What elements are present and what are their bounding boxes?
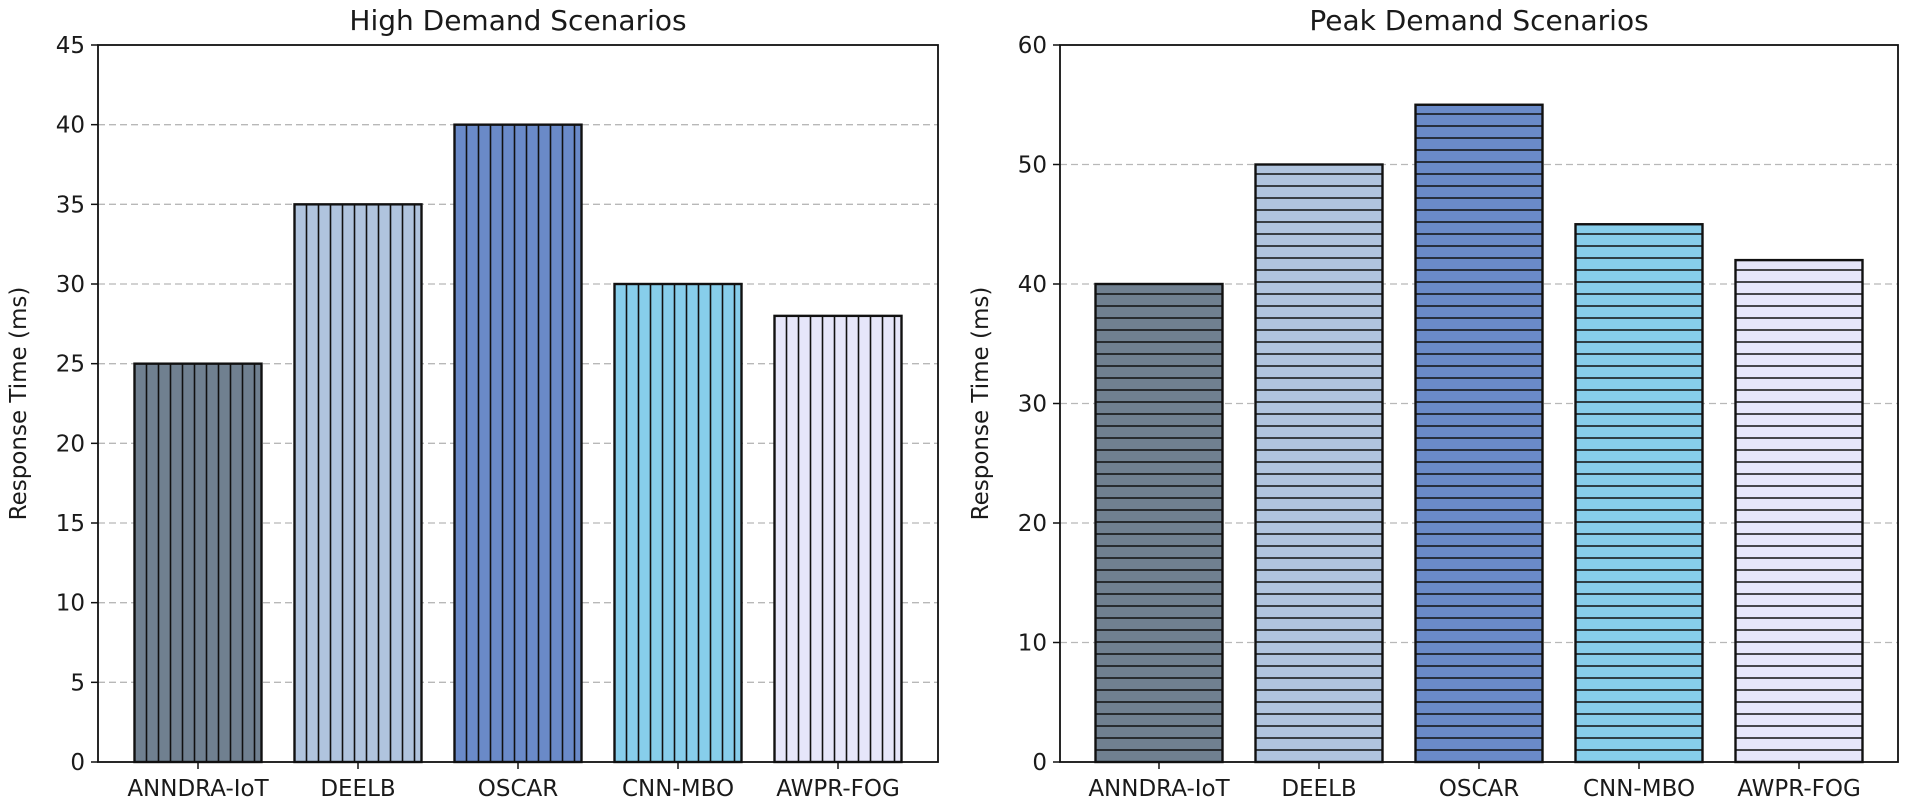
x-tick-label: OSCAR xyxy=(1439,776,1519,802)
bar-fill xyxy=(1415,104,1543,762)
y-tick-label: 10 xyxy=(56,591,85,617)
chart-panel-2: ANNDRA-IoT DEELB OSCAR CNN-MBO AWPR-FOG 0 10 20… xyxy=(968,4,1899,802)
x-tick-label: ANNDRA-IoT xyxy=(1088,776,1230,802)
y-tick-label: 15 xyxy=(56,511,85,537)
y-tick-label: 30 xyxy=(1018,392,1047,418)
x-tick-label: AWPR-FOG xyxy=(1737,776,1861,802)
bar-fill xyxy=(1735,260,1863,762)
y-tick-label: 35 xyxy=(56,192,85,218)
y-tick-label: 30 xyxy=(56,272,85,298)
bar-deelb xyxy=(1254,163,1384,764)
bar-anndra-iot xyxy=(133,362,263,764)
bar-awpr-fog xyxy=(773,314,903,764)
bar-fill xyxy=(1575,224,1703,762)
x-tick-label: DEELB xyxy=(1281,776,1356,802)
y-tick-label: 60 xyxy=(1018,33,1047,59)
y-tick-label: 40 xyxy=(56,113,85,139)
x-tick-label: CNN-MBO xyxy=(1583,776,1695,802)
y-tick-label: 0 xyxy=(70,750,85,776)
x-tick-label: AWPR-FOG xyxy=(776,776,900,802)
bar-fill xyxy=(1095,284,1223,762)
chart-panel-1: ANNDRA-IoT DEELB OSCAR CNN-MBO AWPR-FOG 0 5 10 1… xyxy=(6,4,939,802)
bar-fill xyxy=(454,124,582,762)
bar-deelb xyxy=(293,203,423,764)
x-tick-label: CNN-MBO xyxy=(622,776,734,802)
chart-title: Peak Demand Scenarios xyxy=(1309,4,1648,37)
bar-fill xyxy=(1255,164,1383,762)
bar-oscar xyxy=(1414,103,1544,764)
bar-cnn-mbo xyxy=(613,282,743,764)
bar-fill xyxy=(134,363,262,762)
y-tick-label: 10 xyxy=(1018,631,1047,657)
x-tick-label: OSCAR xyxy=(478,776,558,802)
y-tick-label: 20 xyxy=(56,431,85,457)
axes-frame xyxy=(97,44,939,763)
y-tick-label: 5 xyxy=(70,670,85,696)
x-tick-label: ANNDRA-IoT xyxy=(127,776,269,802)
bar-cnn-mbo xyxy=(1574,223,1704,764)
y-axis-label: Response Time (ms) xyxy=(968,287,994,521)
y-tick-label: 50 xyxy=(1018,153,1047,179)
y-tick-label: 20 xyxy=(1018,511,1047,537)
bar-awpr-fog xyxy=(1734,258,1864,764)
bar-fill xyxy=(774,315,902,762)
x-tick-label: DEELB xyxy=(320,776,395,802)
y-axis-label: Response Time (ms) xyxy=(6,287,32,521)
y-tick-label: 40 xyxy=(1018,272,1047,298)
bar-fill xyxy=(614,284,742,762)
bar-anndra-iot xyxy=(1094,282,1224,764)
bar-fill xyxy=(294,204,422,763)
chart-title: High Demand Scenarios xyxy=(349,4,686,37)
bar-oscar xyxy=(453,123,583,764)
y-tick-label: 25 xyxy=(56,352,85,378)
y-tick-label: 45 xyxy=(56,33,85,59)
y-tick-label: 0 xyxy=(1032,750,1047,776)
